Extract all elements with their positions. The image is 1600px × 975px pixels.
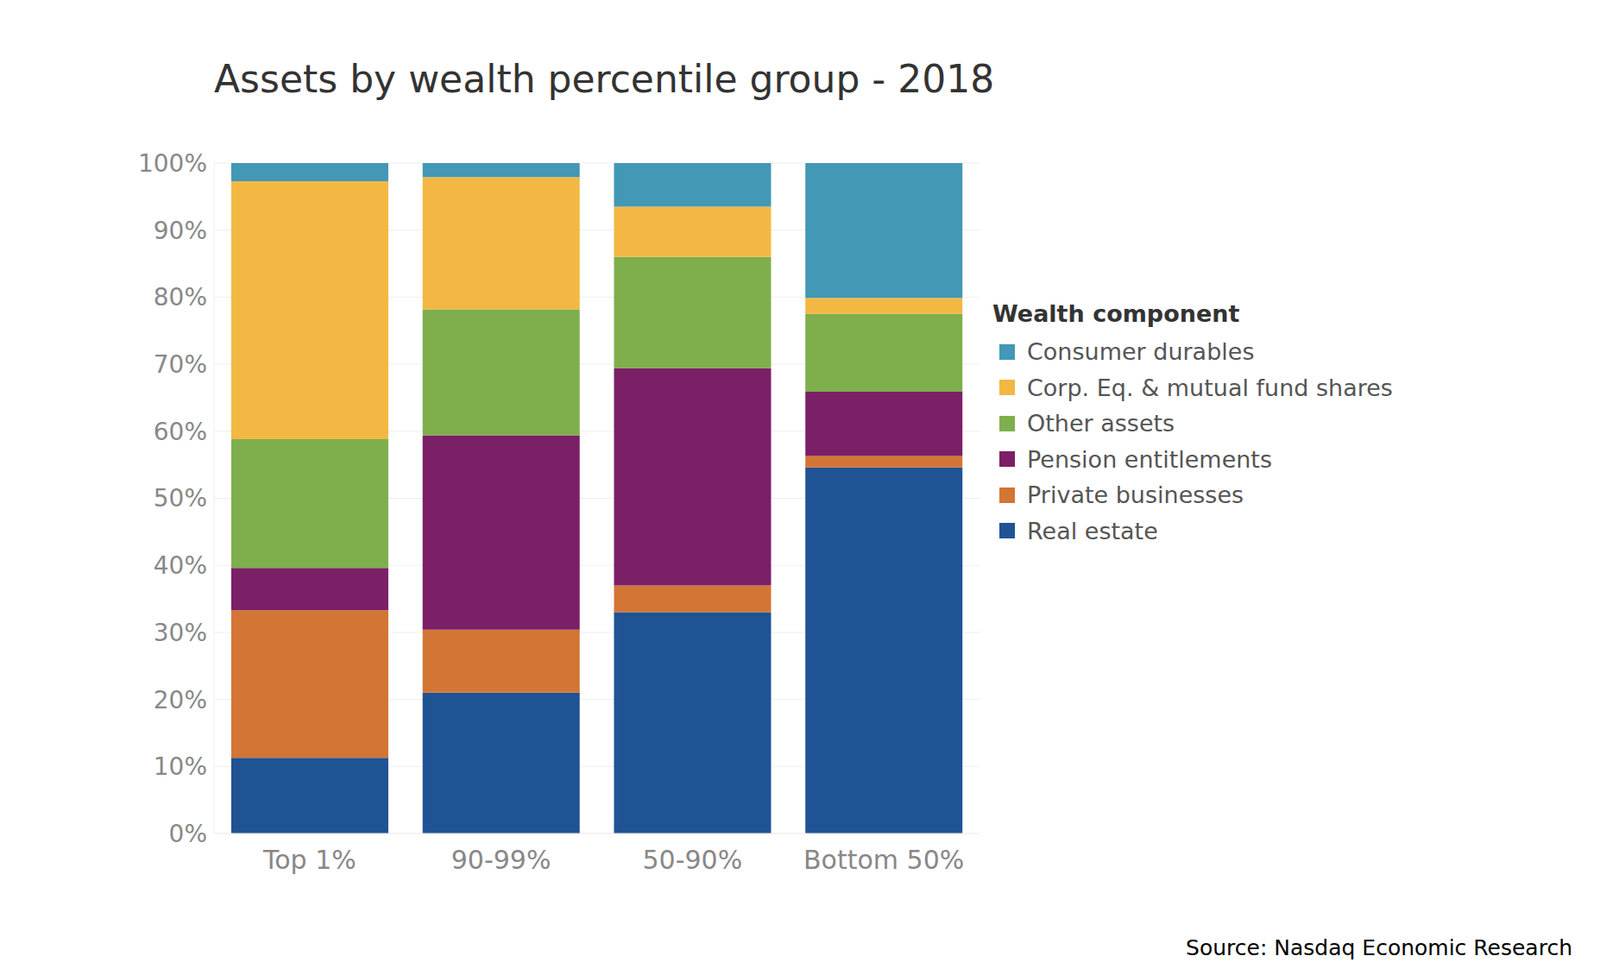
html-text:Assets by wealth percentile gr: Assets by wealth percentile group - 2018 [214,56,995,101]
svg-text:100%: 100% [138,149,208,178]
html-text:Real estate: Real estate [1026,517,1158,545]
svg-text:Top 1%: Top 1% [262,844,357,876]
svg-text:50-90%: 50-90% [642,844,744,876]
svg-text:20%: 20% [153,686,208,715]
html-text:Pension entitlements: Pension entitlements [1026,445,1273,473]
svg-text:0%: 0% [169,819,208,849]
svg-text:30%: 30% [153,618,208,648]
svg-text:70%: 70% [153,350,208,379]
svg-text:Bottom 50%: Bottom 50% [803,844,964,876]
svg-text:90-99%: 90-99% [451,844,552,876]
svg-text:80%: 80% [153,283,208,312]
svg-text:10%: 10% [153,752,208,782]
svg-text:40%: 40% [153,551,208,580]
svg-text:50%: 50% [153,484,208,513]
svg-text:90%: 90% [153,216,208,246]
html-text:Corp. Eq. & mutual fund shares: Corp. Eq. & mutual fund shares [1026,374,1393,402]
html-text:Source: Nasdaq Economic Resear: Source: Nasdaq Economic Research [1185,935,1573,961]
html-text:Consumer durables: Consumer durables [1026,338,1255,366]
html-text:Other assets: Other assets [1026,410,1175,437]
svg-text:60%: 60% [153,417,208,447]
html-text:Wealth component: Wealth component [992,300,1240,328]
html-text:Private businesses: Private businesses [1026,481,1244,509]
